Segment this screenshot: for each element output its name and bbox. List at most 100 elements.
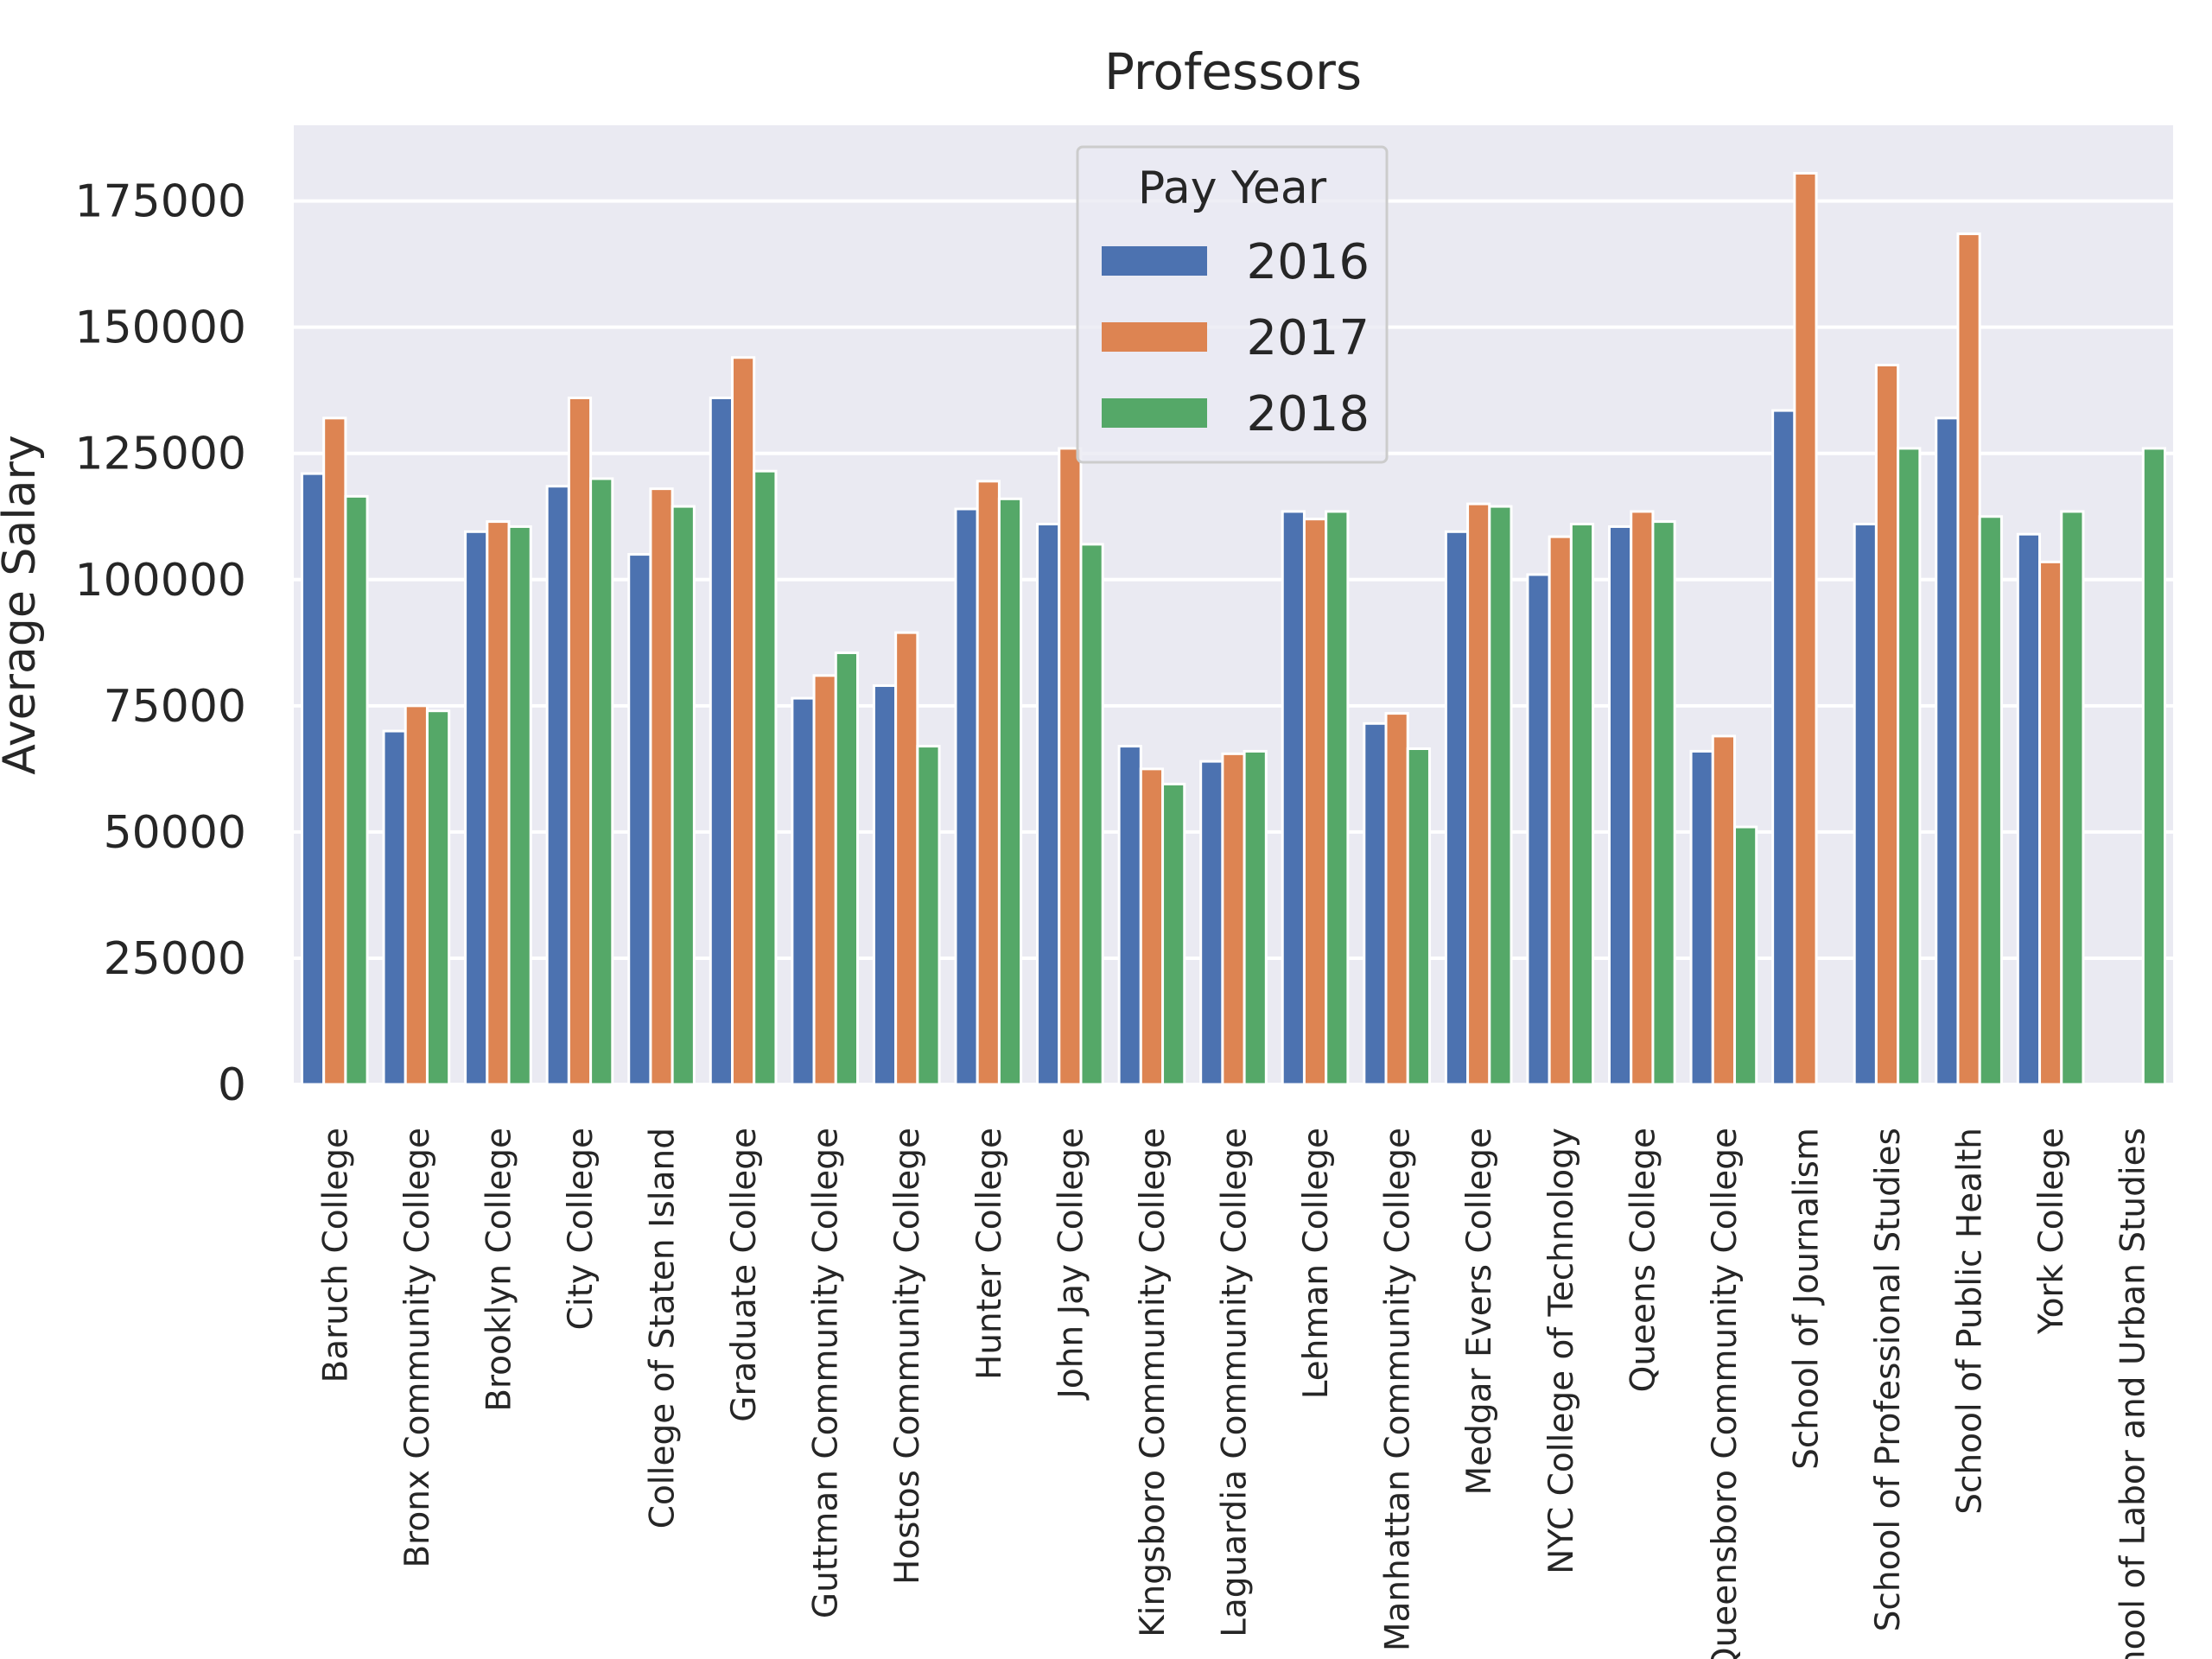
y-tick-label: 125000	[74, 429, 246, 480]
bar-2016	[627, 553, 652, 1086]
bar-2017	[1874, 364, 1900, 1086]
x-tick-label: Laguardia Community College	[1216, 1128, 1255, 1637]
bar-2017	[1548, 535, 1573, 1086]
bar-2018	[1569, 523, 1595, 1086]
bar-2018	[1243, 749, 1268, 1086]
bar-2017	[894, 631, 919, 1086]
bar-2017	[812, 674, 837, 1086]
legend-swatch-2016	[1102, 246, 1207, 276]
x-tick-label: NYC College of Technology	[1542, 1128, 1581, 1574]
legend-swatch-2018	[1102, 398, 1207, 428]
legend-swatch-2017	[1102, 322, 1207, 352]
bar-2017	[404, 704, 429, 1086]
bar-2018	[507, 524, 532, 1086]
bar-2017	[1058, 447, 1083, 1086]
x-tick-label: School of Professional Studies	[1869, 1128, 1908, 1631]
x-tick-label: John Jay College	[1052, 1128, 1090, 1402]
bar-2017	[1466, 502, 1491, 1086]
bar-2018	[916, 745, 941, 1086]
bar-2018	[1488, 505, 1513, 1086]
bar-2018	[1079, 543, 1104, 1086]
x-tick-labels: Baruch College Bronx Community College Bro…	[316, 1128, 2152, 1659]
bar-2018	[1651, 520, 1676, 1086]
x-tick-label: Queensboro Community College	[1706, 1128, 1745, 1659]
y-tick-labels: 0 25000 50000 75000 100000 125000 150000 175000	[74, 176, 246, 1111]
bar-2016	[1608, 524, 1633, 1086]
bar-2016	[1036, 523, 1061, 1086]
y-tick-label: 50000	[104, 807, 246, 859]
y-tick-label: 0	[218, 1059, 246, 1111]
bar-2016	[382, 729, 407, 1086]
bar-2016	[872, 683, 898, 1086]
x-tick-label: York College	[2032, 1128, 2071, 1335]
bar-2018	[1897, 447, 1922, 1086]
chart-title: Professors	[1104, 42, 1362, 101]
x-tick-label: Guttman Community College	[807, 1128, 846, 1618]
legend-box	[1076, 145, 1389, 464]
bar-2016	[1935, 416, 1960, 1086]
x-tick-label: Lehman College	[1297, 1128, 1336, 1399]
legend-label-2018: 2018	[1246, 386, 1370, 442]
bar-2016	[300, 472, 326, 1086]
bar-2017	[649, 487, 674, 1086]
legend-title: Pay Year	[1138, 162, 1327, 214]
bar-2017	[1793, 172, 1818, 1086]
legend: Pay Year 2016 2017 2018	[1076, 145, 1389, 464]
bar-2018	[753, 469, 778, 1086]
bar-2017	[567, 396, 593, 1086]
bar-2018	[997, 497, 1023, 1086]
bar-2018	[1406, 747, 1431, 1086]
bar-2016	[1853, 523, 1878, 1086]
bar-2018	[425, 709, 451, 1086]
y-tick-label: 25000	[104, 933, 246, 985]
x-tick-label: School of Labor and Urban Studies	[2114, 1128, 2153, 1659]
x-tick-label: College of Staten Island	[644, 1128, 683, 1529]
x-tick-label: School of Journalism	[1787, 1128, 1826, 1470]
legend-label-2016: 2016	[1246, 234, 1370, 290]
bar-2016	[954, 507, 979, 1086]
bar-2016	[1117, 745, 1142, 1086]
bar-2018	[589, 477, 614, 1086]
bar-2018	[1325, 510, 1350, 1086]
bar-2017	[1956, 232, 1981, 1086]
bar-2018	[2060, 510, 2085, 1086]
legend-label-2017: 2017	[1246, 310, 1370, 366]
bar-2016	[1281, 510, 1306, 1086]
x-tick-label: Hunter College	[970, 1128, 1009, 1380]
bar-2016	[1526, 573, 1551, 1086]
bar-2016	[1199, 760, 1224, 1086]
bar-2016	[464, 530, 489, 1086]
x-tick-label: Brooklyn College	[480, 1128, 518, 1412]
bar-2018	[2141, 447, 2167, 1086]
bars	[300, 172, 2167, 1086]
x-tick-label: School of Public Health	[1951, 1128, 1990, 1515]
bar-2017	[1221, 752, 1246, 1086]
y-axis-title: Average Salary	[0, 435, 46, 774]
y-tick-label: 150000	[74, 302, 246, 354]
bar-2016	[1689, 749, 1714, 1086]
bar-2016	[1444, 530, 1470, 1086]
y-tick-label: 175000	[74, 176, 246, 228]
bar-2017	[486, 520, 511, 1086]
bar-2017	[1384, 712, 1409, 1086]
y-tick-label: 100000	[74, 555, 246, 607]
bar-2017	[1630, 510, 1655, 1086]
bar-2017	[731, 356, 756, 1086]
x-tick-label: Graduate College	[725, 1128, 764, 1422]
y-tick-label: 75000	[104, 681, 246, 733]
bar-2016	[791, 696, 816, 1086]
bar-2018	[1978, 515, 2003, 1086]
x-tick-label: Baruch College	[316, 1128, 355, 1382]
bar-2018	[344, 494, 369, 1086]
bar-2016	[709, 396, 734, 1086]
bar-2017	[1302, 518, 1328, 1086]
bar-2016	[545, 485, 570, 1086]
bar-2018	[1161, 782, 1186, 1086]
bar-2016	[1363, 721, 1388, 1086]
bar-2018	[671, 505, 696, 1086]
bar-2017	[1139, 767, 1165, 1086]
bar-2018	[1733, 825, 1758, 1086]
bar-2016	[1771, 409, 1796, 1086]
x-tick-label: Bronx Community College	[398, 1128, 437, 1568]
